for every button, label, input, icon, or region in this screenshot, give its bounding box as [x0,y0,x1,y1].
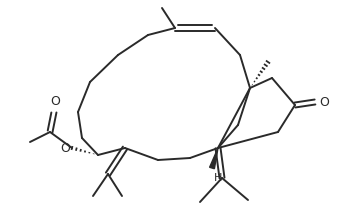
Text: O: O [50,95,60,108]
Text: H: H [214,173,222,183]
Text: O: O [319,95,329,109]
Text: O: O [60,143,70,155]
Polygon shape [209,148,218,169]
